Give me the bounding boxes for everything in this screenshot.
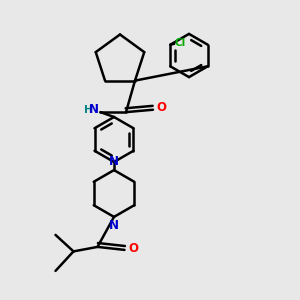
Text: H: H (84, 105, 93, 115)
Text: N: N (108, 219, 118, 232)
Text: N: N (108, 155, 118, 168)
Text: Cl: Cl (175, 38, 186, 48)
Text: O: O (157, 101, 166, 114)
Text: O: O (128, 242, 138, 255)
Text: N: N (89, 103, 99, 116)
